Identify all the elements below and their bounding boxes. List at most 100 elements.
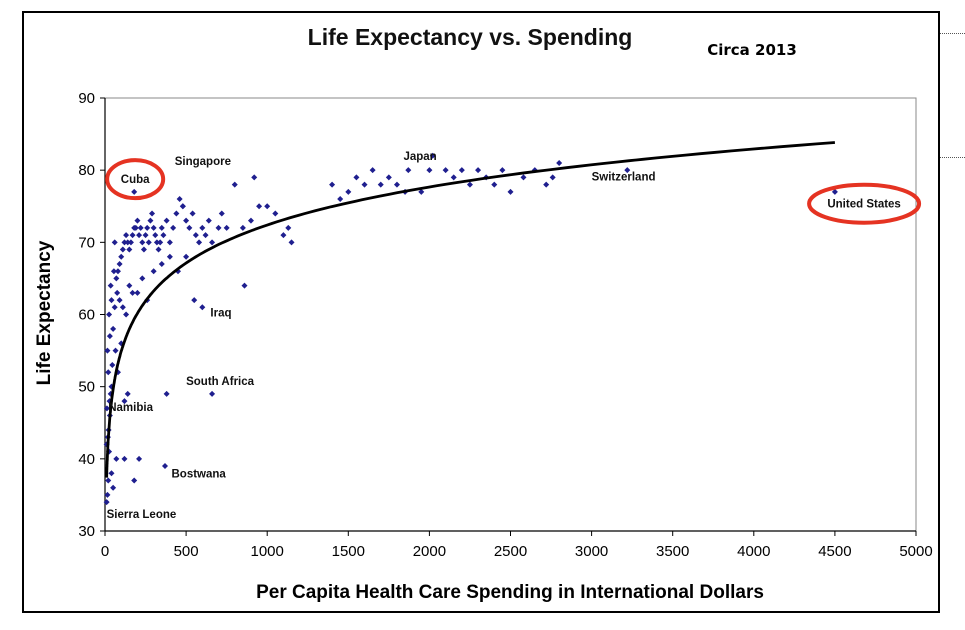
data-point: [345, 188, 352, 195]
data-point: [139, 239, 146, 246]
data-point: [405, 167, 412, 174]
data-point: [205, 217, 212, 224]
data-point: [126, 246, 133, 253]
data-point: [145, 239, 152, 246]
data-point: [152, 232, 159, 239]
data-point: [118, 253, 125, 260]
data-point: [139, 275, 146, 282]
y-tick-label: 70: [78, 234, 95, 251]
data-point: [176, 196, 183, 203]
data-point: [202, 232, 209, 239]
y-axis-label: Life Expectancy: [34, 240, 55, 385]
data-point: [280, 232, 287, 239]
data-point: [199, 304, 206, 311]
data-point: [134, 289, 141, 296]
data-point: [499, 167, 506, 174]
data-point: [110, 325, 117, 332]
y-tick-label: 90: [78, 90, 95, 107]
data-point: [110, 484, 117, 491]
data-point: [110, 268, 117, 275]
data-point: [549, 174, 556, 181]
x-tick-label: 4500: [818, 543, 851, 560]
data-point: [111, 304, 118, 311]
data-point: [131, 188, 138, 195]
data-point: [157, 239, 164, 246]
highlight-ellipse: [105, 158, 166, 201]
data-point: [831, 188, 838, 195]
data-point: [450, 174, 457, 181]
chart-title: Life Expectancy vs. Spending: [308, 24, 633, 50]
data-point: [285, 224, 292, 231]
data-point: [491, 181, 498, 188]
y-tick-label: 50: [78, 379, 95, 396]
data-point: [124, 390, 131, 397]
data-point: [134, 217, 141, 224]
data-point: [196, 239, 203, 246]
data-point: [121, 455, 128, 462]
data-point: [129, 232, 136, 239]
data-point: [114, 268, 121, 275]
data-point: [272, 210, 279, 217]
data-point: [163, 217, 170, 224]
data-point: [119, 304, 126, 311]
annotation-label: Namibia: [108, 402, 153, 414]
x-tick-label: 1500: [332, 543, 365, 560]
x-axis-label: Per Capita Health Care Spending in Inter…: [256, 582, 764, 603]
annotation-label: Bostwana: [172, 469, 227, 481]
data-point: [170, 224, 177, 231]
data-point: [173, 210, 180, 217]
data-point: [186, 224, 193, 231]
data-point: [241, 282, 248, 289]
data-point: [442, 167, 449, 174]
data-point: [105, 369, 112, 376]
annotation-label: Cuba: [121, 174, 150, 186]
dotted-connector-top: [940, 33, 965, 34]
annotation-label: Japan: [403, 151, 436, 163]
data-point: [160, 232, 167, 239]
data-point: [123, 232, 130, 239]
x-tick-label: 500: [174, 543, 199, 560]
data-point: [153, 239, 160, 246]
data-point: [288, 239, 295, 246]
y-tick-label: 40: [78, 451, 95, 468]
x-tick-label: 2500: [494, 543, 527, 560]
data-point: [147, 217, 154, 224]
data-point: [124, 239, 131, 246]
data-point: [209, 239, 216, 246]
tick-labels: 0 500 1000 1500 2000 2500 3000 3500 4000 4500 5000…: [78, 90, 932, 560]
data-point: [624, 167, 631, 174]
annotation-label: Sierra Leone: [107, 509, 177, 521]
data-point: [119, 246, 126, 253]
annotation-label: United States: [827, 199, 901, 211]
data-point: [189, 210, 196, 217]
data-point: [107, 282, 114, 289]
data-point: [199, 224, 206, 231]
data-point: [393, 181, 400, 188]
data-point: [192, 232, 199, 239]
data-point: [104, 347, 111, 354]
data-point: [353, 174, 360, 181]
data-point: [556, 159, 563, 166]
data-point: [183, 217, 190, 224]
data-point: [247, 217, 254, 224]
data-point: [158, 224, 165, 231]
data-point: [369, 167, 376, 174]
data-point: [466, 181, 473, 188]
y-tick-label: 80: [78, 162, 95, 179]
data-point: [179, 203, 186, 210]
data-point: [103, 499, 110, 506]
data-point: [121, 239, 128, 246]
data-point: [132, 224, 139, 231]
data-point: [131, 477, 138, 484]
data-point: [426, 167, 433, 174]
data-point: [337, 196, 344, 203]
data-point: [105, 477, 112, 484]
data-point: [121, 398, 128, 405]
x-tick-label: 3500: [656, 543, 689, 560]
data-point: [264, 203, 271, 210]
data-point: [256, 203, 263, 210]
data-point: [162, 463, 169, 470]
chart-subtitle: Circa 2013: [707, 41, 797, 59]
axes: [100, 97, 917, 536]
data-point: [215, 224, 222, 231]
